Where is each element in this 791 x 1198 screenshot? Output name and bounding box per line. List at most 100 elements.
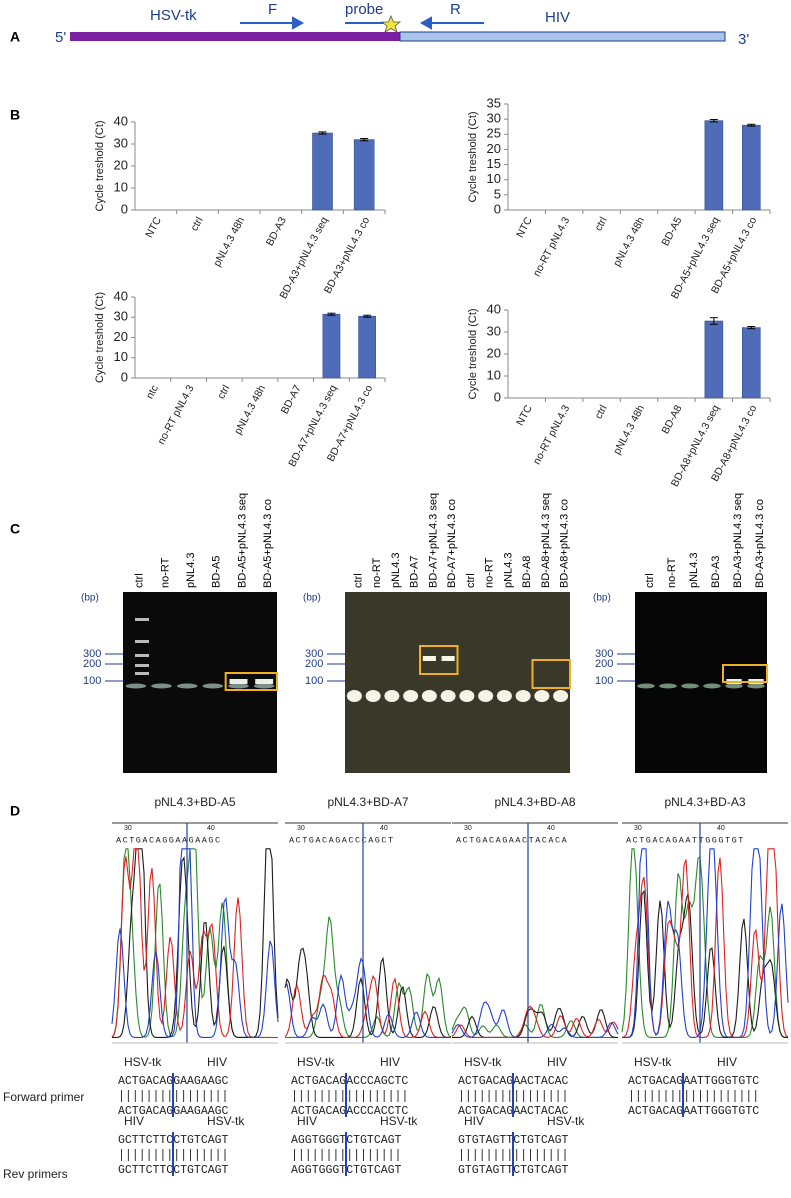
error-bar [747,326,756,330]
primer-arrows [240,16,484,30]
chromatogram-trace [284,957,451,1039]
y-tick-label: 10 [114,179,128,194]
y-tick-label: 20 [487,345,501,360]
ladder-band [135,672,149,675]
y-tick-label: 30 [114,135,128,150]
row-label: Forward primer [3,1090,84,1104]
x-tick-label: ctrl [188,215,205,233]
lane-label: no-RT [484,557,496,588]
gel-band [496,690,512,702]
lane-label: ctrl [352,573,364,588]
bar [353,139,375,211]
bp-label: (bp) [303,593,321,604]
junction-right: HSV-tk [547,1114,585,1128]
gel-band [681,683,699,689]
sequence: ACTGACAGAATTGGGTGTC [628,1075,759,1088]
trace-title: pNL4.3+BD-A8 [494,795,575,809]
gel-band [459,690,475,702]
scale-label: 40 [380,825,388,832]
sequence: ACTGACAGACCCAGCTC [291,1075,408,1088]
gel-band [747,683,765,689]
junction-right: HIV [717,1055,737,1069]
highlight-box [224,672,279,691]
gel-band [478,690,494,702]
base-calls: ACTGACAGGAAGAAGC [116,835,222,845]
ladder-label: 300 [595,648,613,660]
junction-right: HIV [207,1055,227,1069]
lane-label: no-RT [159,557,171,588]
lane-label: no-RT [371,557,383,588]
gel-band [384,690,400,702]
chromatogram-trace [451,1001,619,1038]
lane-label: BD-A5 [211,556,223,588]
chromatogram-trace [452,1007,618,1038]
y-axis-title: Cycle treshold (Ct) [94,120,106,211]
ladder-label: 300 [305,648,323,660]
gel-band [228,683,249,689]
chromatogram-trace [451,1005,619,1039]
gel-band [151,683,172,689]
lane-label: BD-A5+pNL4.3 seq [236,493,248,588]
y-tick-label: 0 [121,369,128,384]
junction-left: HSV-tk [297,1055,335,1069]
y-tick-label: 40 [114,288,128,303]
lane-label: BD-A8 [521,556,533,588]
highlight-box [722,664,768,683]
hiv-label: HIV [545,9,570,26]
base-calls: ACTGACAGAACTACACA [456,835,568,845]
junction-left: HSV-tk [634,1055,672,1069]
lane-label: BD-A7+pNL4.3 seq [427,493,439,588]
ladder-label: 200 [595,658,613,670]
error-bar [360,138,369,142]
gel-band [534,690,550,702]
pcr-band [441,656,455,661]
scale-label: 30 [464,825,472,832]
y-tick-label: 35 [487,95,501,110]
hsv-tk-segment [70,32,400,41]
error-bar [363,314,372,318]
lane-label: BD-A5+pNL4.3 co [262,499,274,588]
ladder-band [135,664,149,667]
lane-label: BD-A7+pNL4.3 co [446,499,458,588]
gel-image [345,592,570,773]
y-tick-label: 30 [114,309,128,324]
y-tick-label: 40 [114,113,128,128]
y-tick-label: 25 [487,126,501,141]
y-tick-label: 40 [487,301,501,316]
panel-label: D [10,803,20,819]
gel-band [553,690,569,702]
ladder-label: 100 [83,675,101,687]
lane-label: ctrl [465,573,477,588]
scale-label: 30 [634,825,642,832]
bar [742,327,761,399]
ladder-band [135,640,149,643]
junction-left: HIV [124,1114,144,1128]
lane-label: ctrl [644,573,656,588]
bar [322,313,341,379]
five-prime: 5' [55,29,66,46]
gel-band [403,690,419,702]
lane-label: BD-A3+pNL4.3 co [754,499,766,588]
y-tick-label: 20 [114,157,128,172]
sequence: ACTGACAGAATTGGGTGTC [628,1105,759,1118]
row-label: Rev primers [3,1167,68,1181]
x-tick-label: ntc [144,383,161,401]
gel-band [176,683,198,689]
reverse-label: R [450,1,461,18]
bp-label: (bp) [593,593,611,604]
chromatogram-trace [284,947,451,1038]
bar [704,320,724,399]
gel-band [365,690,381,702]
y-tick-label: 0 [494,201,501,216]
forward-label: F [268,1,277,18]
pcr-band [229,679,248,684]
chromatogram-trace [111,848,278,1039]
bar [742,124,761,211]
gel-band [637,683,655,689]
y-tick-label: 5 [494,186,501,201]
ladder-band [135,654,149,657]
trace-title: pNL4.3+BD-A3 [664,795,745,809]
lane-label: BD-A7 [409,556,421,588]
trace-title: pNL4.3+BD-A5 [154,795,235,809]
